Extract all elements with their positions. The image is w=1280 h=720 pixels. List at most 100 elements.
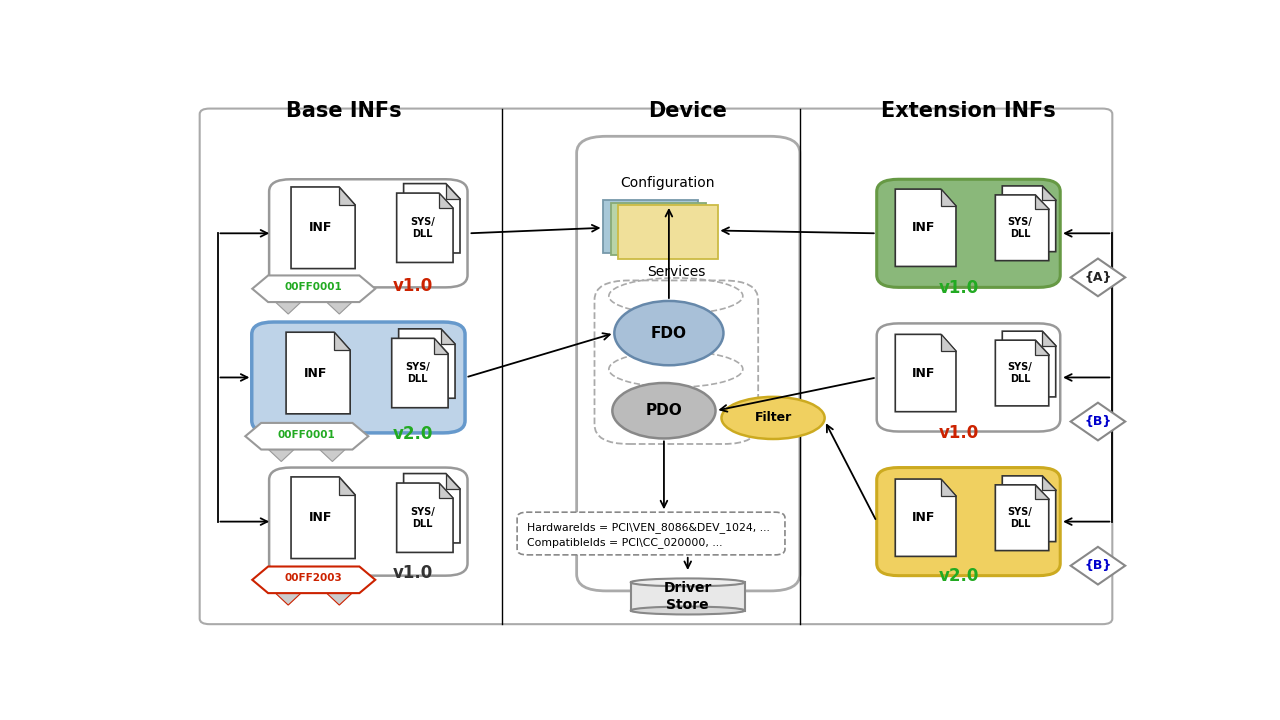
Polygon shape bbox=[895, 334, 956, 412]
Text: INF: INF bbox=[911, 511, 934, 524]
Polygon shape bbox=[339, 187, 355, 205]
Polygon shape bbox=[1070, 258, 1125, 296]
Text: FDO: FDO bbox=[652, 325, 687, 341]
FancyBboxPatch shape bbox=[877, 179, 1060, 287]
Ellipse shape bbox=[722, 397, 824, 439]
Text: v1.0: v1.0 bbox=[938, 425, 979, 443]
FancyBboxPatch shape bbox=[877, 467, 1060, 576]
Text: {B}: {B} bbox=[1084, 559, 1111, 572]
FancyBboxPatch shape bbox=[618, 205, 718, 259]
Polygon shape bbox=[339, 477, 355, 495]
Polygon shape bbox=[275, 302, 301, 314]
Text: SYS/
DLL: SYS/ DLL bbox=[1007, 362, 1033, 384]
Polygon shape bbox=[1036, 340, 1048, 355]
Polygon shape bbox=[941, 479, 956, 496]
Text: SYS/
DLL: SYS/ DLL bbox=[406, 362, 430, 384]
FancyBboxPatch shape bbox=[269, 467, 467, 576]
Text: {A}: {A} bbox=[1084, 271, 1112, 284]
FancyBboxPatch shape bbox=[603, 200, 698, 253]
Text: Driver
Store: Driver Store bbox=[663, 581, 712, 611]
Ellipse shape bbox=[612, 383, 716, 438]
Text: INF: INF bbox=[911, 221, 934, 234]
Text: CompatibleIds = PCI\CC_020000, ...: CompatibleIds = PCI\CC_020000, ... bbox=[527, 536, 722, 547]
Polygon shape bbox=[291, 187, 355, 269]
Polygon shape bbox=[291, 477, 355, 559]
Polygon shape bbox=[392, 338, 448, 408]
Polygon shape bbox=[320, 449, 346, 462]
Text: 00FF0001: 00FF0001 bbox=[278, 430, 335, 440]
Polygon shape bbox=[397, 483, 453, 552]
Polygon shape bbox=[398, 329, 456, 398]
Polygon shape bbox=[895, 189, 956, 266]
Polygon shape bbox=[996, 195, 1048, 261]
Polygon shape bbox=[287, 332, 351, 414]
Polygon shape bbox=[397, 193, 453, 263]
Polygon shape bbox=[439, 193, 453, 208]
Text: Services: Services bbox=[646, 265, 705, 279]
Ellipse shape bbox=[631, 578, 745, 586]
Text: Configuration: Configuration bbox=[621, 176, 716, 190]
Text: v1.0: v1.0 bbox=[393, 564, 433, 582]
Text: 00FF2003: 00FF2003 bbox=[285, 573, 343, 583]
Text: v2.0: v2.0 bbox=[393, 425, 433, 443]
Ellipse shape bbox=[614, 301, 723, 365]
FancyBboxPatch shape bbox=[576, 136, 800, 591]
Polygon shape bbox=[269, 449, 294, 462]
Text: INF: INF bbox=[308, 221, 333, 234]
Text: SYS/
DLL: SYS/ DLL bbox=[411, 217, 435, 238]
Polygon shape bbox=[275, 593, 301, 605]
Text: Device: Device bbox=[648, 102, 727, 122]
Text: Base INFs: Base INFs bbox=[285, 102, 402, 122]
Polygon shape bbox=[941, 189, 956, 206]
Text: {B}: {B} bbox=[1084, 415, 1111, 428]
Polygon shape bbox=[252, 276, 375, 302]
Polygon shape bbox=[1042, 186, 1056, 200]
Text: v1.0: v1.0 bbox=[938, 279, 979, 297]
Polygon shape bbox=[1002, 186, 1056, 252]
Polygon shape bbox=[326, 302, 352, 314]
FancyBboxPatch shape bbox=[631, 582, 745, 611]
Text: PDO: PDO bbox=[645, 403, 682, 418]
Polygon shape bbox=[1036, 485, 1048, 499]
Polygon shape bbox=[403, 184, 460, 253]
FancyBboxPatch shape bbox=[252, 322, 465, 433]
Polygon shape bbox=[440, 329, 456, 344]
Polygon shape bbox=[403, 474, 460, 543]
Polygon shape bbox=[1042, 476, 1056, 490]
Polygon shape bbox=[326, 593, 352, 605]
Polygon shape bbox=[895, 479, 956, 557]
Polygon shape bbox=[445, 184, 460, 199]
Polygon shape bbox=[996, 340, 1048, 406]
Text: SYS/
DLL: SYS/ DLL bbox=[411, 507, 435, 528]
FancyBboxPatch shape bbox=[517, 512, 785, 555]
Polygon shape bbox=[439, 483, 453, 498]
FancyBboxPatch shape bbox=[612, 203, 705, 256]
Ellipse shape bbox=[631, 606, 745, 614]
Text: INF: INF bbox=[911, 366, 934, 379]
Text: Extension INFs: Extension INFs bbox=[881, 102, 1056, 122]
Text: SYS/
DLL: SYS/ DLL bbox=[1007, 507, 1033, 528]
Text: HardwareIds = PCI\VEN_8086&DEV_1024, ...: HardwareIds = PCI\VEN_8086&DEV_1024, ... bbox=[527, 522, 769, 533]
FancyBboxPatch shape bbox=[200, 109, 1112, 624]
Polygon shape bbox=[996, 485, 1048, 551]
Text: INF: INF bbox=[308, 511, 333, 524]
Text: 00FF0001: 00FF0001 bbox=[285, 282, 343, 292]
Text: INF: INF bbox=[305, 366, 328, 379]
Polygon shape bbox=[1002, 331, 1056, 397]
Text: v2.0: v2.0 bbox=[938, 567, 979, 585]
Text: SYS/
DLL: SYS/ DLL bbox=[1007, 217, 1033, 238]
FancyBboxPatch shape bbox=[269, 179, 467, 287]
Polygon shape bbox=[1036, 195, 1048, 210]
Polygon shape bbox=[1070, 402, 1125, 441]
Polygon shape bbox=[1002, 476, 1056, 541]
Polygon shape bbox=[252, 567, 375, 593]
Polygon shape bbox=[445, 474, 460, 489]
Text: Filter: Filter bbox=[754, 411, 792, 424]
Polygon shape bbox=[246, 423, 369, 449]
FancyBboxPatch shape bbox=[877, 323, 1060, 431]
Polygon shape bbox=[434, 338, 448, 354]
Polygon shape bbox=[334, 332, 351, 350]
Polygon shape bbox=[1070, 546, 1125, 585]
Polygon shape bbox=[1042, 331, 1056, 346]
Text: v1.0: v1.0 bbox=[393, 277, 433, 295]
